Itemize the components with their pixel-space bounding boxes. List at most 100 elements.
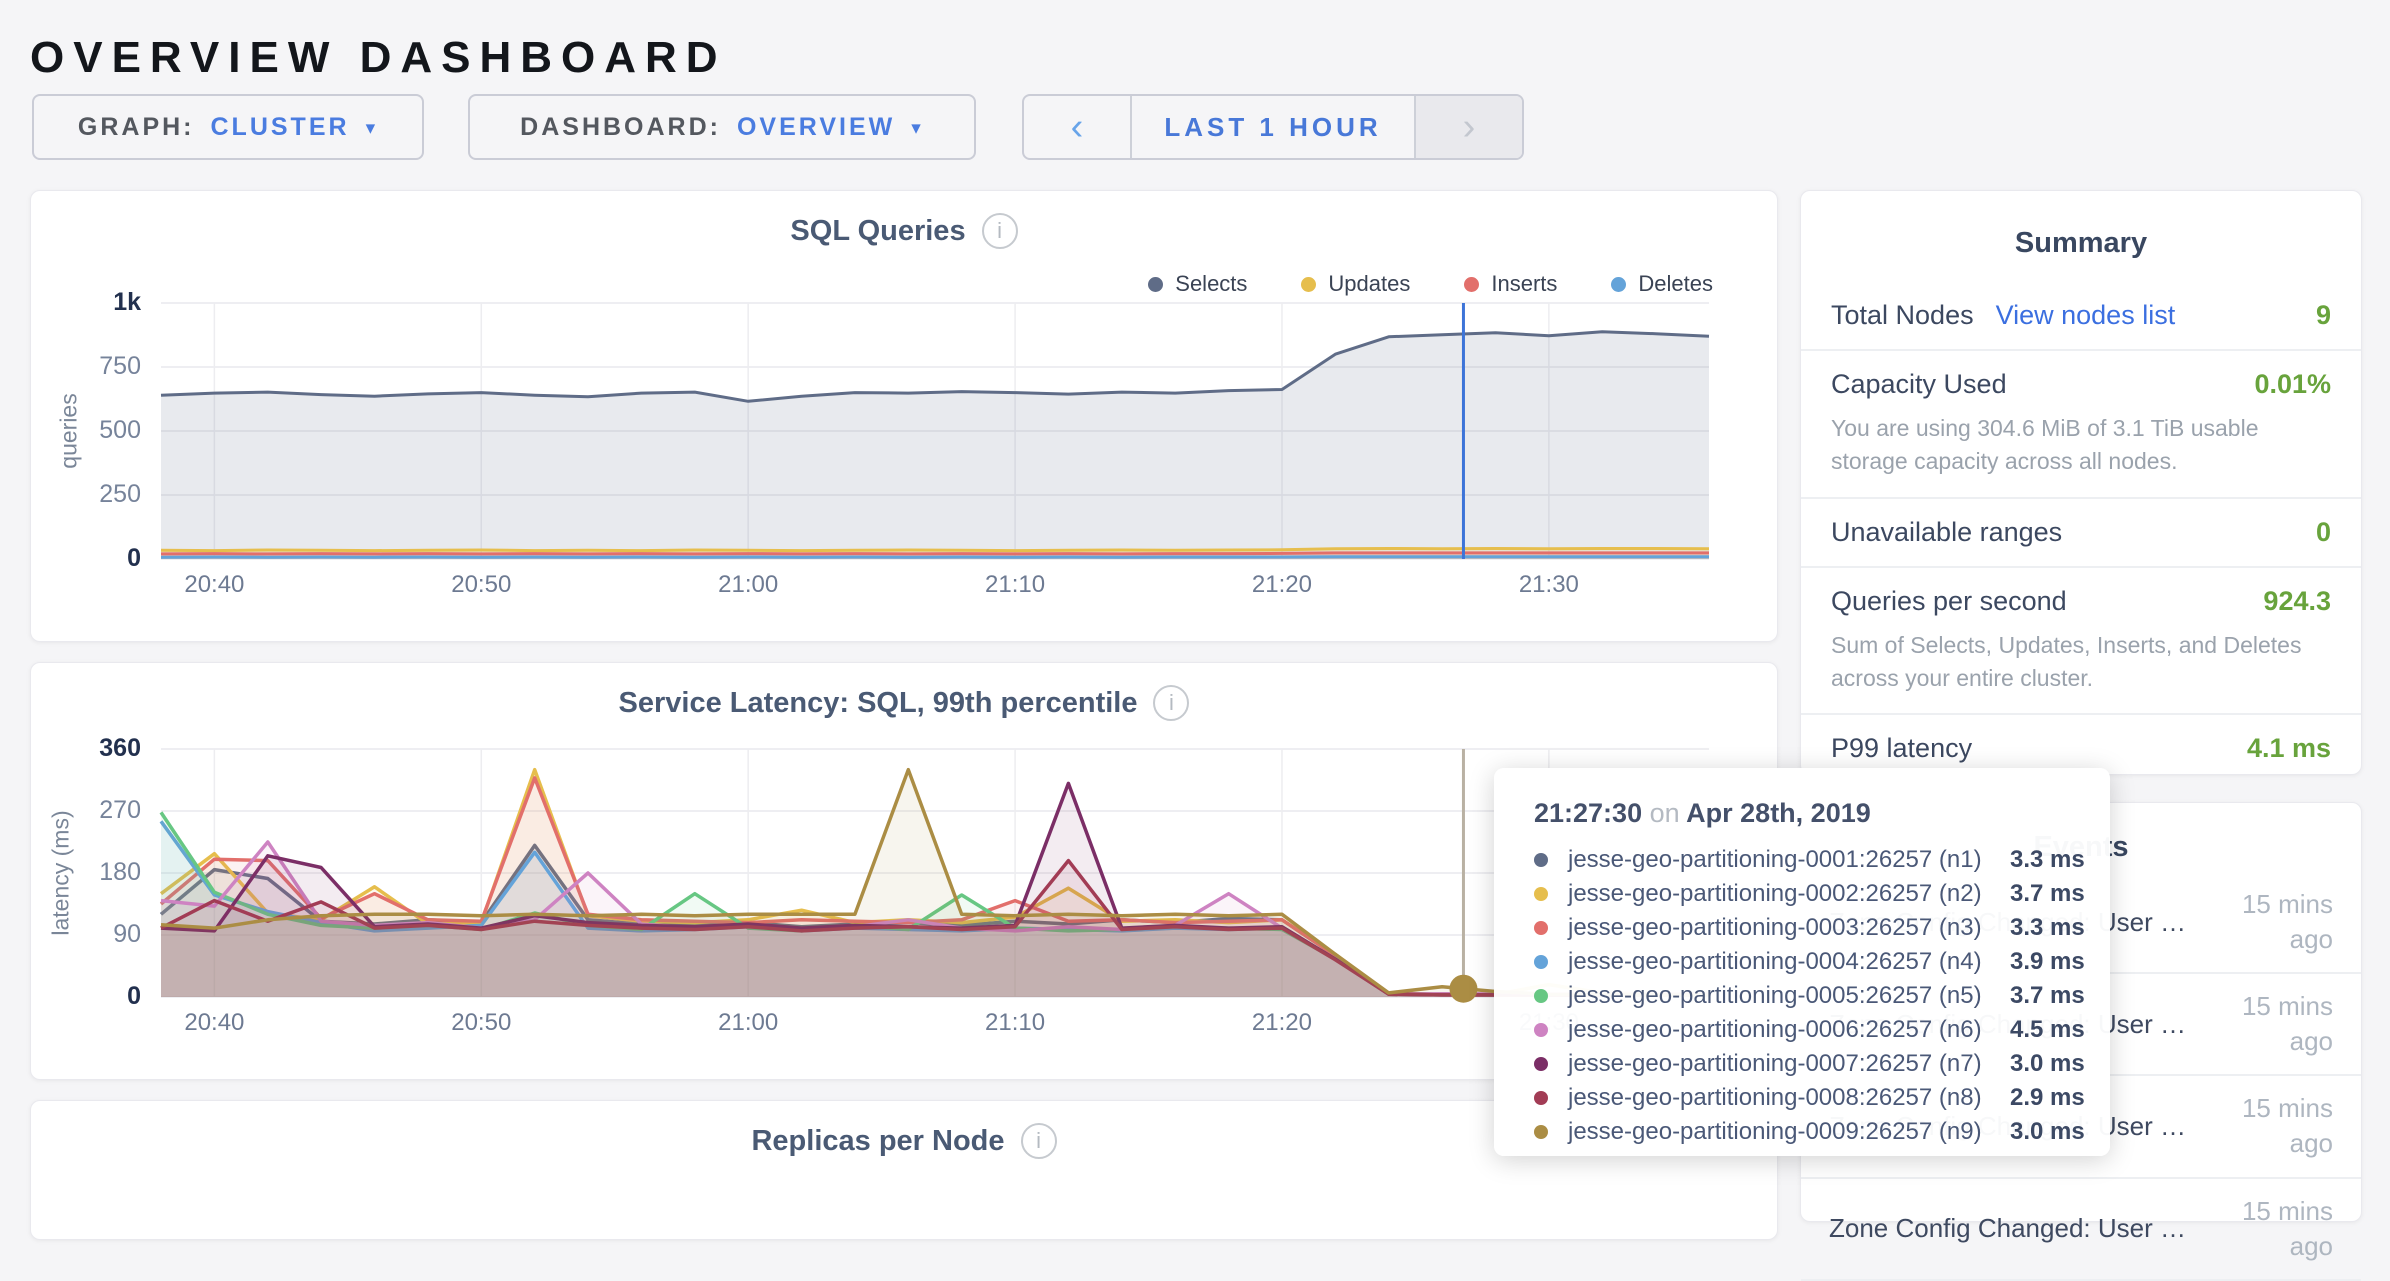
tooltip-node-row: jesse-geo-partitioning-0002:26257 (n2) 3.… xyxy=(1534,877,2110,911)
legend-dot-icon xyxy=(1301,276,1317,292)
time-range-control: ‹ LAST 1 HOUR › xyxy=(1022,94,1524,160)
node-name: jesse-geo-partitioning-0002:26257 (n2) xyxy=(1568,880,1982,907)
event-timestamp: 15 mins ago xyxy=(2241,991,2333,1057)
legend-label: Inserts xyxy=(1491,271,1558,296)
tooltip-node-row: jesse-geo-partitioning-0006:26257 (n6) 4.… xyxy=(1534,1013,2110,1047)
summary-panel: Summary Total Nodes View nodes list 9 Ca… xyxy=(1800,190,2362,775)
legend-dot-icon xyxy=(1464,276,1480,292)
node-latency-value: 3.7 ms xyxy=(2010,982,2085,1009)
p99-latency-label: P99 latency xyxy=(1831,733,1973,764)
tooltip-on-word: on xyxy=(1649,798,1680,828)
node-latency-value: 2.9 ms xyxy=(2010,1084,2085,1111)
node-latency-value: 3.0 ms xyxy=(2010,1050,2085,1077)
legend-dot-icon xyxy=(1148,276,1164,292)
dashboard-dropdown[interactable]: DASHBOARD: OVERVIEW ▾ xyxy=(468,94,976,160)
event-timestamp: 15 mins ago xyxy=(2241,1195,2333,1261)
legend-dot-icon xyxy=(1611,276,1627,292)
service-latency-chart[interactable]: 360 270 180 90 0 20:40 20:50 21:00 21:10 21:20 21:… xyxy=(99,734,1710,1036)
event-text: Zone Config Changed: User root updated t… xyxy=(1829,1213,2194,1244)
node-color-dot-icon xyxy=(1534,1091,1548,1105)
node-name: jesse-geo-partitioning-0005:26257 (n5) xyxy=(1568,982,1982,1009)
info-icon[interactable]: i xyxy=(1020,1123,1057,1159)
tooltip-node-row: jesse-geo-partitioning-0008:26257 (n8) 2.… xyxy=(1534,1081,2110,1115)
view-nodes-list-link[interactable]: View nodes list xyxy=(1995,300,2176,330)
node-color-dot-icon xyxy=(1534,1023,1548,1037)
node-color-dot-icon xyxy=(1534,887,1548,901)
x-axis-tick: 21:30 xyxy=(1518,571,1579,598)
p99-latency-value: 4.1 ms xyxy=(2246,733,2331,764)
y-axis-tick: 750 xyxy=(99,352,141,380)
x-axis-tick: 21:00 xyxy=(718,571,779,598)
event-timestamp: 15 mins ago xyxy=(2241,889,2333,955)
chart-hover-tooltip: 21:27:30 on Apr 28th, 2019 jesse-geo-par… xyxy=(1494,768,2110,1156)
node-latency-value: 3.0 ms xyxy=(2010,1118,2085,1145)
node-color-dot-icon xyxy=(1534,989,1548,1003)
y-axis-tick: 500 xyxy=(99,416,141,444)
time-range-prev-button[interactable]: ‹ xyxy=(1024,96,1132,158)
node-latency-value: 3.7 ms xyxy=(2010,880,2085,907)
graph-dropdown[interactable]: GRAPH: CLUSTER ▾ xyxy=(32,94,424,160)
legend-item-inserts[interactable]: Inserts xyxy=(1464,271,1557,297)
time-range-next-button[interactable]: › xyxy=(1414,96,1522,158)
summary-row-capacity-used: Capacity Used 0.01% You are using 304.6 … xyxy=(1801,349,2361,497)
x-axis-tick: 20:40 xyxy=(184,571,245,598)
y-axis-tick: 270 xyxy=(99,796,141,824)
y-axis-tick: 180 xyxy=(99,858,141,886)
legend-item-updates[interactable]: Updates xyxy=(1301,271,1410,297)
sql-queries-legend: Selects Updates Inserts Deletes xyxy=(1148,271,1713,297)
sql-queries-chart[interactable]: 1k 750 500 250 0 20:40 20:50 21:00 21:10 21:20 21:… xyxy=(99,288,1710,598)
summary-row-total-nodes: Total Nodes View nodes list 9 xyxy=(1801,282,2361,349)
time-range-label[interactable]: LAST 1 HOUR xyxy=(1164,111,1382,142)
legend-item-selects[interactable]: Selects xyxy=(1148,271,1247,297)
legend-label: Selects xyxy=(1175,271,1248,296)
node-name: jesse-geo-partitioning-0003:26257 (n3) xyxy=(1568,914,1982,941)
page-title: OVERVIEW DASHBOARD xyxy=(30,33,727,83)
node-latency-value: 4.5 ms xyxy=(2010,1016,2085,1043)
tooltip-node-row: jesse-geo-partitioning-0005:26257 (n5) 3.… xyxy=(1534,979,2110,1013)
total-nodes-label: Total Nodes xyxy=(1831,300,1974,330)
sql-queries-panel: SQL Queries i Selects Updates Inserts Delet… xyxy=(30,190,1778,642)
x-axis-tick: 21:10 xyxy=(985,1009,1046,1036)
unavailable-ranges-label: Unavailable ranges xyxy=(1831,516,2063,547)
queries-per-second-subtext: Sum of Selects, Updates, Inserts, and De… xyxy=(1831,631,2302,692)
sql-queries-title: SQL Queries i xyxy=(31,213,1777,249)
node-name: jesse-geo-partitioning-0004:26257 (n4) xyxy=(1568,948,1982,975)
total-nodes-value: 9 xyxy=(2315,300,2331,330)
tooltip-node-row: jesse-geo-partitioning-0007:26257 (n7) 3.… xyxy=(1534,1047,2110,1081)
y-axis-tick: 0 xyxy=(127,982,141,1010)
y-axis-tick: 360 xyxy=(99,734,141,762)
node-color-dot-icon xyxy=(1534,1057,1548,1071)
legend-item-deletes[interactable]: Deletes xyxy=(1611,271,1713,297)
node-color-dot-icon xyxy=(1534,1125,1548,1139)
x-axis-tick: 21:10 xyxy=(985,571,1046,598)
x-axis-tick: 21:20 xyxy=(1251,1009,1312,1036)
queries-per-second-value: 924.3 xyxy=(2263,585,2331,616)
x-axis-tick: 20:50 xyxy=(451,571,512,598)
capacity-used-subtext: You are using 304.6 MiB of 3.1 TiB usabl… xyxy=(1831,415,2259,475)
tooltip-node-row: jesse-geo-partitioning-0004:26257 (n4) 3.… xyxy=(1534,945,2110,979)
node-color-dot-icon xyxy=(1534,853,1548,867)
tooltip-rows: jesse-geo-partitioning-0001:26257 (n1) 3.… xyxy=(1534,843,2110,1149)
service-latency-title: Service Latency: SQL, 99th percentile i xyxy=(31,685,1777,721)
node-latency-value: 3.3 ms xyxy=(2010,846,2085,873)
chevron-down-icon: ▾ xyxy=(911,118,924,139)
event-timestamp: 15 mins ago xyxy=(2241,1093,2333,1159)
y-axis-tick: 0 xyxy=(127,544,141,572)
info-icon[interactable]: i xyxy=(1153,685,1190,721)
service-latency-panel: Service Latency: SQL, 99th percentile i … xyxy=(30,662,1778,1080)
node-latency-value: 3.9 ms xyxy=(2010,948,2085,975)
tooltip-node-row: jesse-geo-partitioning-0003:26257 (n3) 3.… xyxy=(1534,911,2110,945)
event-row[interactable]: Zone Config Changed: User root updated t… xyxy=(1801,1179,2361,1281)
node-color-dot-icon xyxy=(1534,921,1548,935)
info-icon[interactable]: i xyxy=(981,213,1018,249)
dashboard-dropdown-label: DASHBOARD: xyxy=(520,112,721,141)
capacity-used-value: 0.01% xyxy=(2254,369,2331,399)
x-axis-tick: 20:50 xyxy=(451,1009,512,1036)
summary-heading: Summary xyxy=(2014,227,2148,259)
x-axis-tick: 21:20 xyxy=(1251,571,1312,598)
replicas-per-node-title: Replicas per Node i xyxy=(31,1123,1777,1159)
tooltip-timestamp: 21:27:30 on Apr 28th, 2019 xyxy=(1534,798,2110,829)
node-name: jesse-geo-partitioning-0008:26257 (n8) xyxy=(1568,1084,1982,1111)
node-name: jesse-geo-partitioning-0006:26257 (n6) xyxy=(1568,1016,1982,1043)
capacity-used-label: Capacity Used xyxy=(1831,369,2007,399)
